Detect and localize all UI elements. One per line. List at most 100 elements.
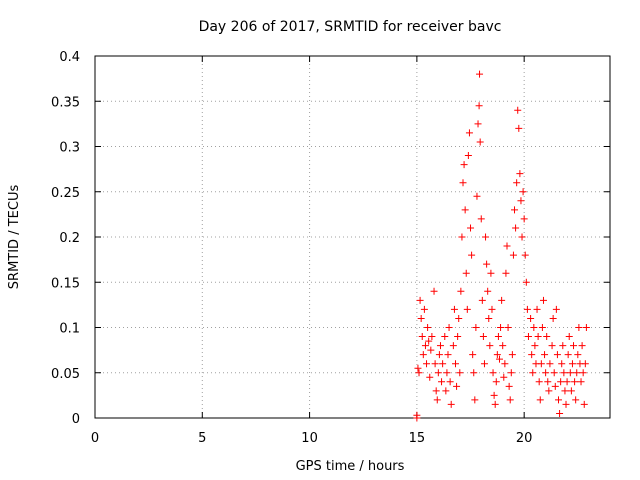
data-point [509,251,517,259]
data-point [446,378,454,386]
data-point [471,396,479,404]
data-point [580,400,588,408]
data-point [536,396,544,404]
data-point [414,364,422,372]
data-point [533,305,541,313]
data-point [516,170,524,178]
data-point [455,314,463,322]
data-point [442,387,450,395]
data-point [543,333,551,341]
data-point [573,369,581,377]
data-point [527,314,535,322]
data-point [461,206,469,214]
data-point [421,342,429,350]
data-point [433,396,441,404]
data-point [515,124,523,132]
data-point [508,351,516,359]
data-point [420,305,428,313]
data-point [470,369,478,377]
data-point [441,333,449,341]
data-point [490,391,498,399]
data-point [426,373,434,381]
data-point [427,346,435,354]
data-point [418,333,426,341]
y-tick-label: 0.05 [51,367,80,382]
y-tick-label: 0.1 [59,322,80,337]
data-point [486,342,494,350]
data-point [489,369,497,377]
data-point [556,409,564,417]
data-point [475,102,483,110]
data-point [520,215,528,223]
data-point [460,161,468,169]
data-point [480,360,488,368]
data-point [523,305,531,313]
data-point [431,360,439,368]
data-point [445,324,453,331]
data-point [435,351,443,359]
data-point [566,369,574,377]
data-point [578,342,586,350]
data-point [507,369,515,377]
y-tick-label: 0.4 [59,50,80,65]
data-point [570,342,578,350]
data-point [579,369,587,377]
data-point [473,192,481,200]
data-point [487,269,495,277]
data-point [577,378,585,386]
data-point [417,314,425,322]
data-point [453,382,461,390]
data-point [565,333,573,341]
data-point [502,269,510,277]
data-point [531,342,539,350]
data-point [428,333,436,341]
data-point [450,305,458,313]
data-point [497,324,505,331]
data-point [514,106,522,114]
data-point [438,378,446,386]
x-tick-label: 0 [91,431,99,446]
data-point [552,305,560,313]
data-point [535,378,543,386]
data-point [485,314,493,322]
data-point [472,324,480,331]
chart-title: Day 206 of 2017, SRMTID for receiver bav… [199,19,502,35]
data-point [488,305,496,313]
data-point [528,351,536,359]
data-point [504,324,512,331]
axis-ticks [94,55,610,419]
data-point [559,342,567,350]
data-point [561,387,569,395]
data-point [465,129,473,137]
data-point [575,324,583,331]
y-tick-label: 0.25 [51,186,80,201]
data-points [413,70,590,422]
data-point [467,224,475,232]
data-point [476,70,484,78]
data-point [506,396,514,404]
data-point [419,351,427,359]
data-point [495,355,503,363]
data-point [519,188,527,196]
data-point [464,152,472,160]
data-point [530,324,538,331]
data-point [452,360,459,368]
data-point [553,351,561,359]
data-point [551,382,559,390]
y-tick-label: 0.35 [51,95,80,110]
data-point [413,411,421,419]
data-point [511,206,519,214]
y-axis-label: SRMTID / TECUs [7,185,22,290]
data-point [562,400,570,408]
data-point [463,305,471,313]
data-point [444,351,452,359]
data-point [524,333,532,341]
data-point [517,197,525,205]
data-point [457,287,465,295]
y-tick-labels: 0 0.05 0.1 0.15 0.2 0.25 0.3 0.35 0.4 [51,50,80,427]
data-point [539,296,547,304]
data-point [522,278,530,286]
data-point [425,337,433,345]
